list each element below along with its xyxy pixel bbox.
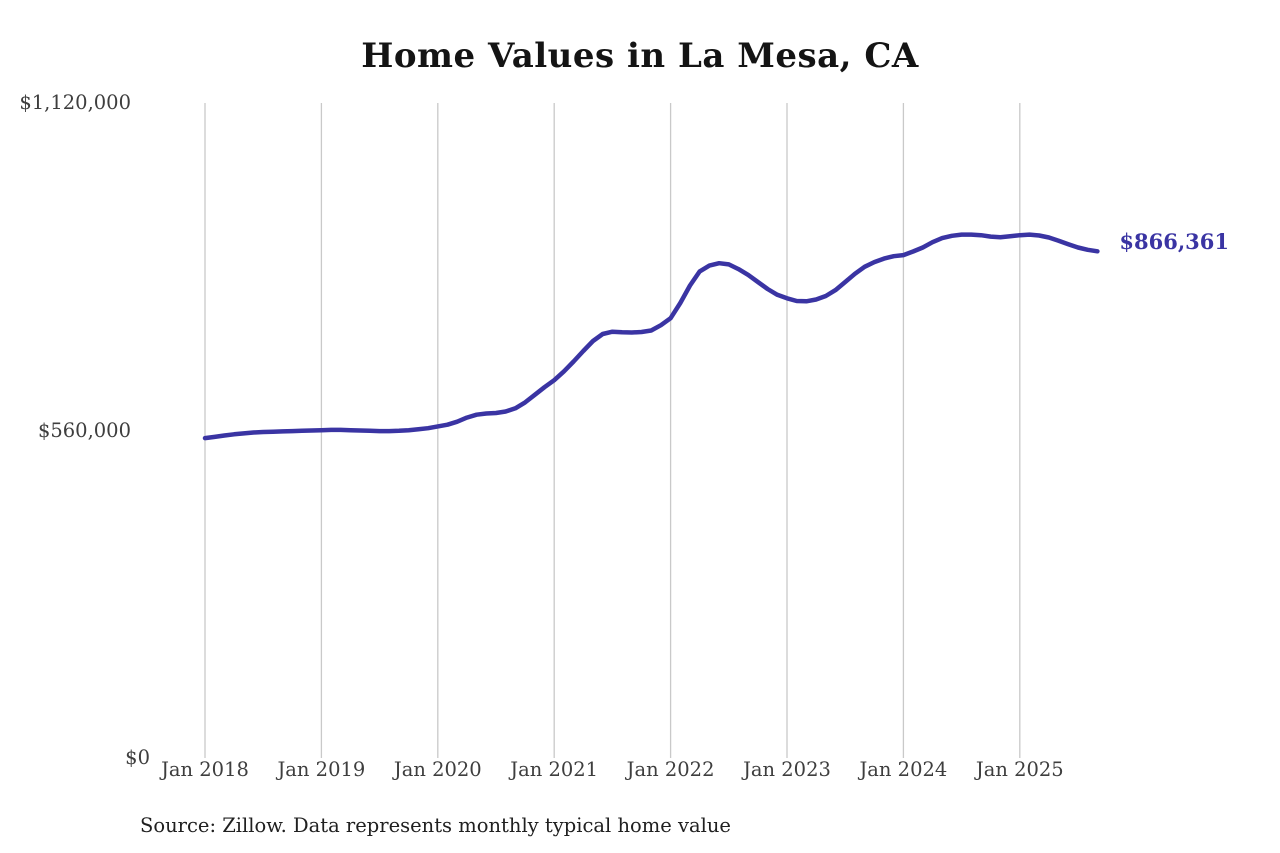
x-tick-label: Jan 2019 <box>277 758 366 781</box>
source-note: Source: Zillow. Data represents monthly … <box>140 814 731 837</box>
home-value-line <box>202 232 1100 441</box>
x-tick-label: Jan 2023 <box>743 758 831 781</box>
y-tick-label: $0 <box>125 746 150 769</box>
x-tick-label: Jan 2020 <box>393 758 482 781</box>
latest-value-label: $866,361 <box>1119 229 1229 255</box>
y-tick-label: $560,000 <box>37 418 131 442</box>
x-tick-label: Jan 2025 <box>975 758 1064 781</box>
x-tick-label: Jan 2021 <box>510 758 599 781</box>
x-tick-label: Jan 2018 <box>161 758 249 781</box>
chart-title: Home Values in La Mesa, CA <box>361 36 919 76</box>
y-tick-label: $1,120,000 <box>19 91 131 114</box>
x-tick-label: Jan 2022 <box>626 758 715 781</box>
x-tick-label: Jan 2024 <box>859 758 948 781</box>
